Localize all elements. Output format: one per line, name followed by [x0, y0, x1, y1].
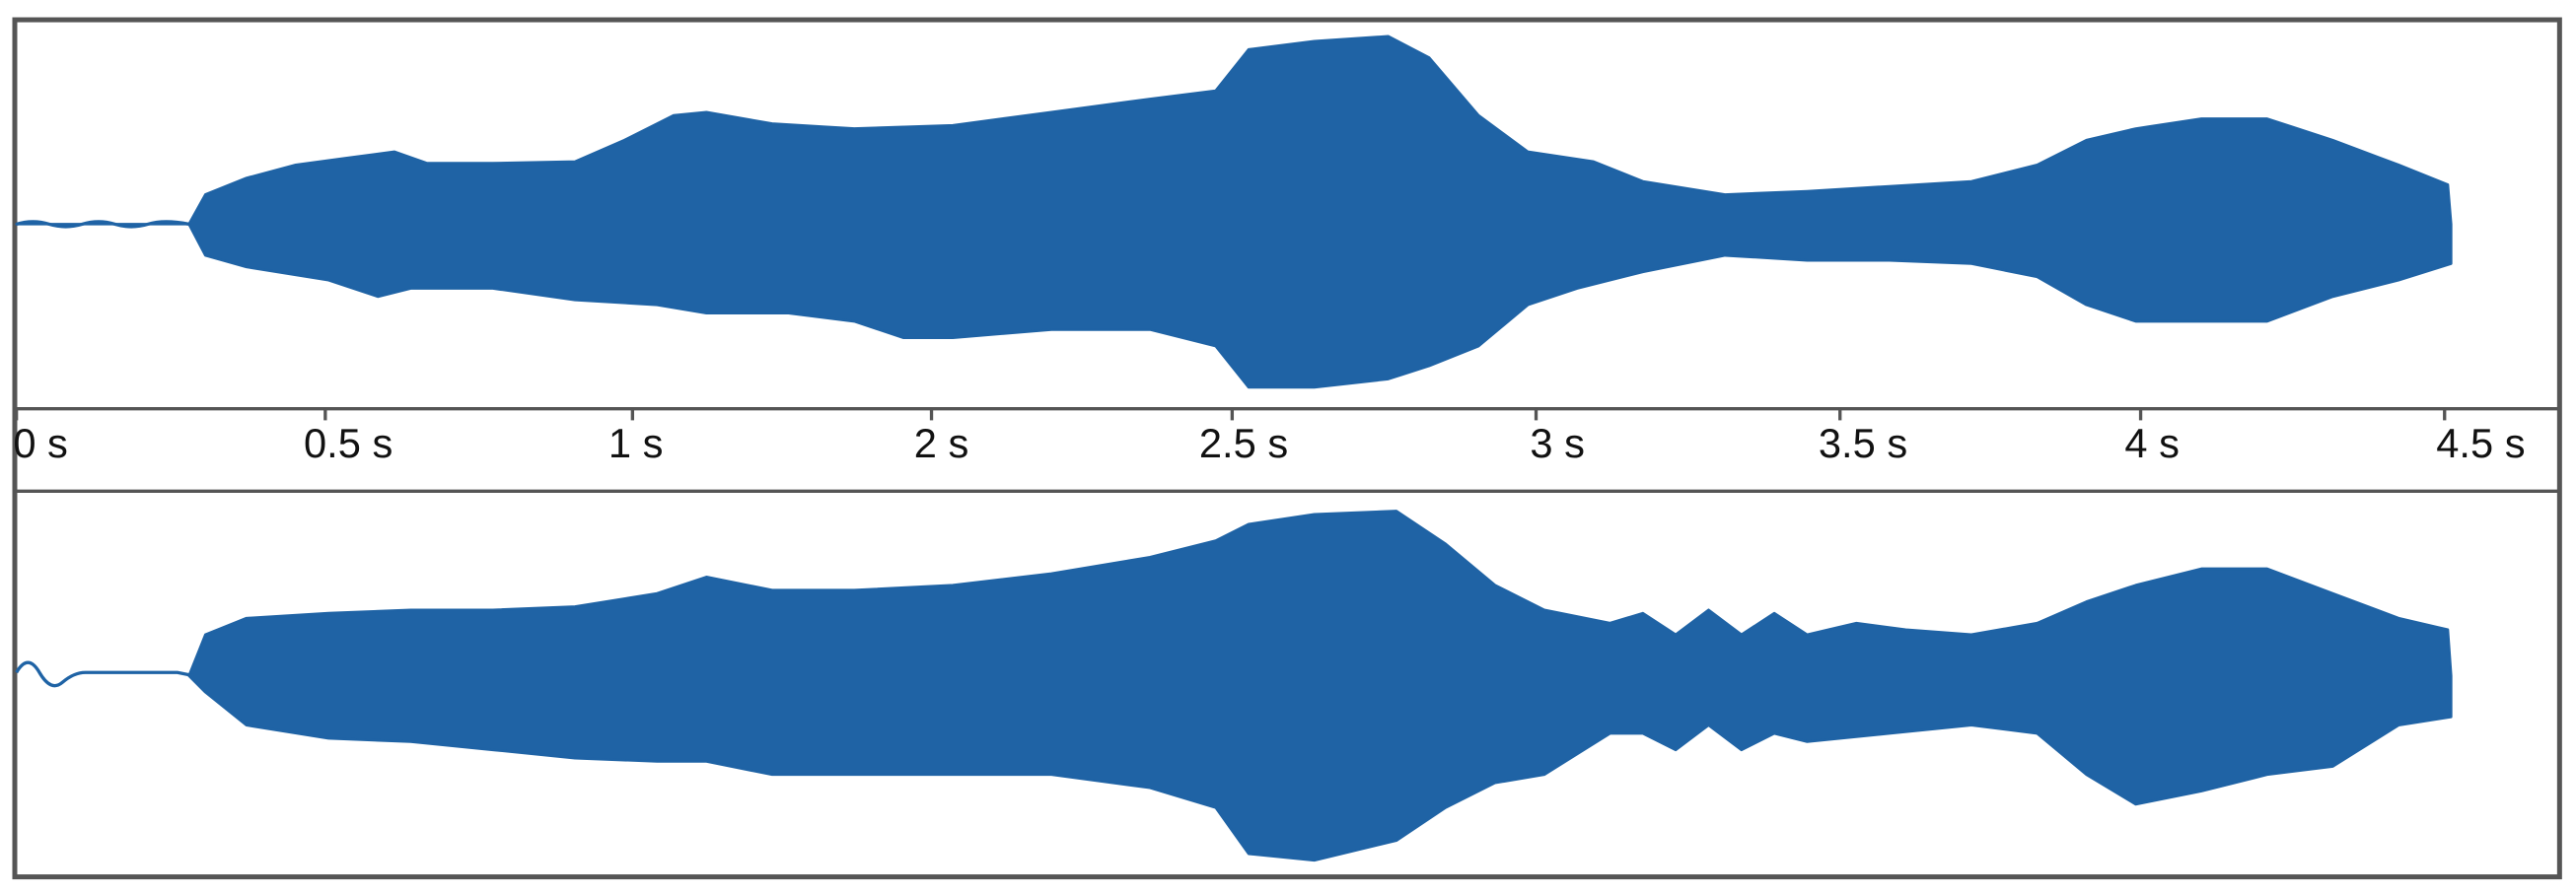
- time-label: 4.5 s: [2436, 420, 2525, 466]
- time-label: 2.5 s: [1199, 420, 1288, 466]
- waveform-bottom: [187, 510, 2453, 862]
- time-label: 1 s: [608, 420, 664, 466]
- time-label: 3 s: [1530, 420, 1585, 466]
- time-axis-ticks: [14, 408, 2447, 421]
- time-label: 4 s: [2124, 420, 2180, 466]
- waveform-top-lead: [16, 220, 189, 229]
- waveform-top: [15, 34, 2453, 389]
- time-label: 2 s: [914, 420, 969, 466]
- time-label: 0.5 s: [304, 420, 393, 466]
- time-label: 0 s: [13, 420, 68, 466]
- time-label: 3.5 s: [1819, 420, 1907, 466]
- time-axis-labels: 0 s 0.5 s 1 s 2 s 2.5 s 3 s 3.5 s 4 s 4.5 s: [13, 420, 2525, 466]
- waveform-bottom-lead: [15, 660, 194, 688]
